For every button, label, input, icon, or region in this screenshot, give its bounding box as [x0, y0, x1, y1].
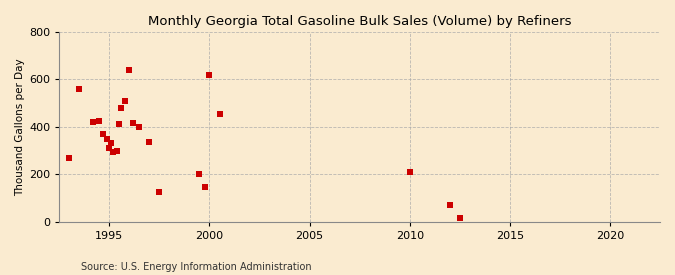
Point: [106, 141, 117, 146]
Point: [98, 132, 109, 136]
Point: [108, 150, 119, 154]
Point: [194, 172, 205, 177]
Point: [94, 119, 105, 123]
Point: [88, 120, 99, 124]
Title: Monthly Georgia Total Gasoline Bulk Sales (Volume) by Refiners: Monthly Georgia Total Gasoline Bulk Sale…: [148, 15, 572, 28]
Point: [120, 98, 131, 103]
Point: [104, 146, 115, 150]
Y-axis label: Thousand Gallons per Day: Thousand Gallons per Day: [15, 58, 25, 196]
Point: [154, 190, 165, 194]
Point: [134, 125, 145, 129]
Point: [214, 112, 225, 116]
Point: [144, 140, 155, 144]
Point: [444, 203, 455, 207]
Point: [128, 121, 139, 125]
Point: [124, 68, 135, 72]
Point: [64, 155, 75, 160]
Point: [404, 170, 415, 174]
Point: [204, 72, 215, 77]
Point: [112, 148, 123, 153]
Point: [102, 136, 113, 141]
Point: [454, 216, 465, 220]
Text: Source: U.S. Energy Information Administration: Source: U.S. Energy Information Administ…: [81, 262, 312, 272]
Point: [200, 185, 211, 189]
Point: [74, 87, 85, 91]
Point: [114, 122, 125, 127]
Point: [116, 106, 127, 110]
